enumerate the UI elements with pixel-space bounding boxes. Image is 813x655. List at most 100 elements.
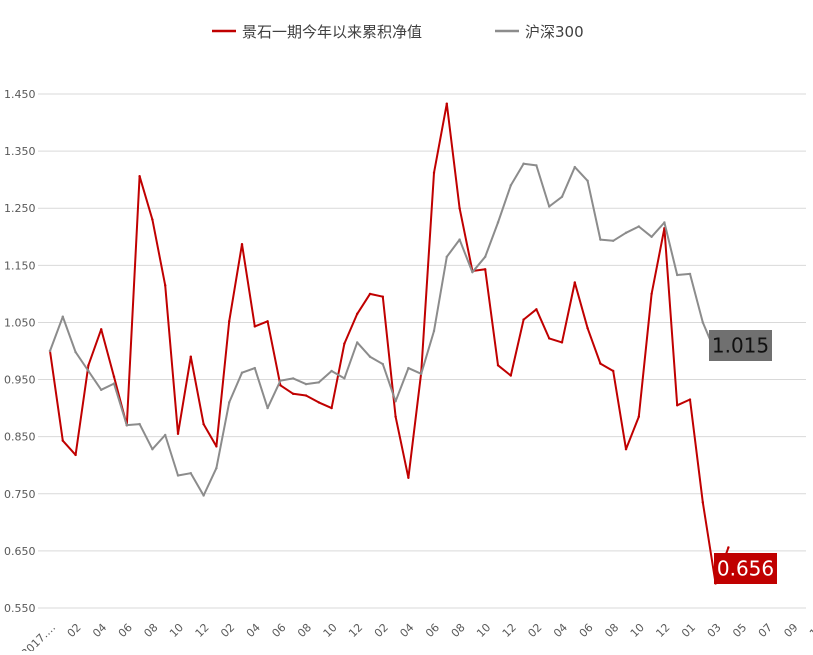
x-tick-label: 02 xyxy=(218,621,237,640)
data-point xyxy=(381,362,384,366)
data-point xyxy=(650,292,653,296)
data-point xyxy=(266,320,269,323)
data-point xyxy=(471,270,474,274)
end-value-text: 1.015 xyxy=(712,334,769,358)
x-tick-label: 08 xyxy=(141,621,160,640)
x-tick-label: 03 xyxy=(705,621,724,640)
y-tick-label: 0.550 xyxy=(4,602,36,615)
x-tick-label: 10 xyxy=(474,621,493,640)
data-point xyxy=(522,318,525,321)
end-value-label-1: 1.015 xyxy=(709,330,772,361)
data-point xyxy=(612,369,615,373)
data-point xyxy=(368,355,372,358)
data-point xyxy=(560,341,564,344)
series-line-0 xyxy=(49,102,730,585)
y-tick-label: 0.850 xyxy=(4,431,36,444)
x-tick-label: 09 xyxy=(781,621,800,640)
data-point xyxy=(548,337,551,340)
x-tick-label: 02 xyxy=(372,621,391,640)
data-point xyxy=(407,366,410,370)
data-point xyxy=(228,320,231,323)
data-point xyxy=(407,476,410,479)
data-point xyxy=(356,341,359,344)
data-point xyxy=(215,466,218,470)
data-point xyxy=(330,369,333,373)
x-axis-tick-labels: 2017.… 02 04 06 08 10 12 02 04 06 08 10 12 02 04 06 08 10… xyxy=(19,621,813,655)
data-point xyxy=(535,164,538,167)
x-tick-label: 2017.… xyxy=(19,621,58,651)
x-tick-label: 08 xyxy=(449,621,468,640)
data-point xyxy=(586,179,589,183)
data-point xyxy=(676,404,679,407)
x-tick-label: 02 xyxy=(65,621,84,640)
data-point xyxy=(599,362,602,365)
data-point xyxy=(317,401,320,404)
data-point xyxy=(215,445,218,448)
x-tick-label: 06 xyxy=(423,621,442,640)
data-point xyxy=(228,401,231,404)
x-tick-label: 10 xyxy=(628,621,647,640)
data-point xyxy=(458,238,461,241)
x-tick-label: 04 xyxy=(551,621,570,640)
data-point xyxy=(650,235,653,238)
data-point xyxy=(61,439,64,442)
y-axis-tick-labels: 0.550 0.650 0.750 0.850 0.950 1.050 1.150 1.250… xyxy=(4,88,36,615)
data-point xyxy=(573,281,576,284)
x-tick-label: 04 xyxy=(244,621,263,640)
data-point xyxy=(663,221,666,224)
x-tick-label: 04 xyxy=(90,621,109,640)
end-value-box xyxy=(714,553,777,584)
y-tick-label: 1.050 xyxy=(4,316,36,329)
legend-item-0: 景石一期今年以来累积净值 xyxy=(212,23,422,41)
x-tick-label: 07 xyxy=(756,621,775,640)
data-point xyxy=(496,364,500,367)
x-tick-label: 12 xyxy=(500,621,519,640)
x-tick-label: 10 xyxy=(167,621,186,640)
end-value-labels: 1.015 0.656 xyxy=(709,330,777,584)
y-tick-label: 1.250 xyxy=(4,202,36,215)
data-point xyxy=(189,472,192,475)
series-line-1 xyxy=(49,162,730,497)
data-point xyxy=(394,415,397,418)
data-point xyxy=(87,364,90,367)
data-point xyxy=(151,448,154,451)
data-point xyxy=(240,243,244,246)
data-point xyxy=(624,448,628,451)
data-point xyxy=(279,379,282,382)
data-point xyxy=(292,377,295,380)
data-point xyxy=(253,366,256,370)
data-point xyxy=(266,406,269,410)
data-point xyxy=(343,342,346,345)
data-point xyxy=(727,546,730,549)
x-tick-label: 08 xyxy=(602,621,621,640)
data-point xyxy=(688,272,692,276)
data-point xyxy=(445,102,448,105)
y-tick-label: 1.150 xyxy=(4,259,36,272)
data-point xyxy=(202,422,205,426)
legend-item-1: 沪深300 xyxy=(495,23,584,41)
data-point xyxy=(125,424,128,427)
data-point xyxy=(253,325,256,328)
end-value-box xyxy=(709,330,772,361)
x-tick-label: 04 xyxy=(397,621,416,640)
x-tick-label: 06 xyxy=(269,621,288,640)
y-tick-label: 0.650 xyxy=(4,545,36,558)
data-point xyxy=(112,382,116,385)
y-tick-label: 0.950 xyxy=(4,374,36,387)
x-tick-label: 06 xyxy=(577,621,596,640)
data-point xyxy=(176,432,180,436)
data-point xyxy=(509,374,512,377)
data-point xyxy=(48,349,52,353)
x-tick-label: 08 xyxy=(295,621,314,640)
data-point xyxy=(548,205,551,208)
end-value-label-0: 0.656 xyxy=(714,553,777,584)
data-point xyxy=(189,355,192,358)
x-tick-label: 05 xyxy=(730,621,749,640)
data-point xyxy=(612,239,615,242)
data-point xyxy=(164,284,167,287)
data-point xyxy=(292,392,295,396)
data-point xyxy=(560,195,564,198)
data-point xyxy=(240,371,244,374)
series-lines xyxy=(48,102,730,585)
data-point xyxy=(368,292,372,296)
